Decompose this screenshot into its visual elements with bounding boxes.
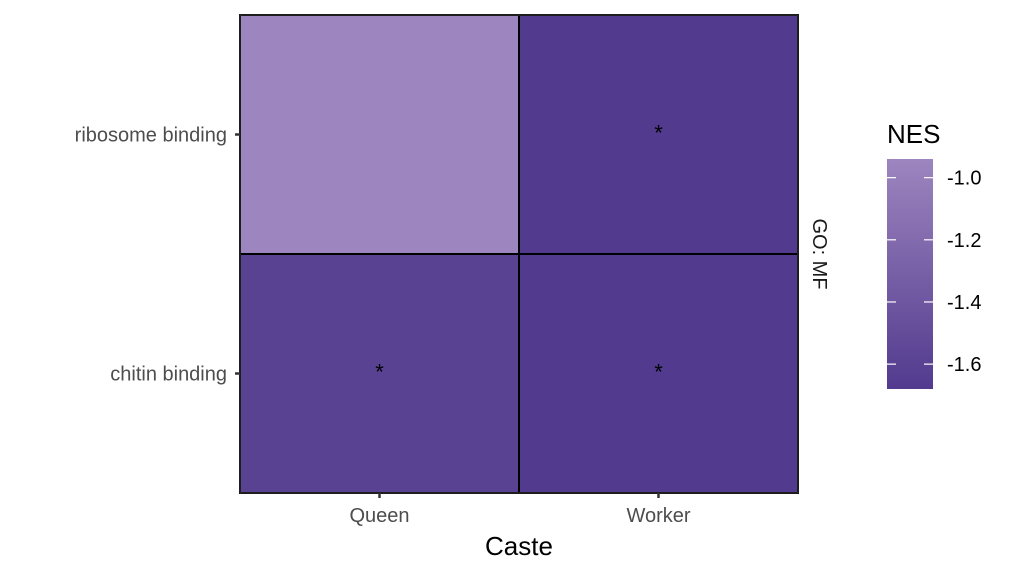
legend-tick-label: -1.6 — [947, 354, 981, 376]
x-tick-label: Queen — [349, 505, 409, 527]
x-axis: Queen Worker — [349, 493, 691, 527]
y-axis: ribosome binding chitin binding — [75, 125, 240, 386]
facet-strip-label: GO: MF — [808, 218, 830, 289]
legend-tick-label: -1.4 — [947, 292, 981, 314]
panel-border — [239, 14, 799, 494]
legend-tick-label: -1.0 — [947, 168, 981, 190]
heatmap-cell — [239, 253, 520, 494]
legend-title: NES — [887, 119, 940, 149]
legend-colorbar — [887, 159, 933, 389]
legend-ticks: -1.0 -1.2 -1.4 -1.6 — [887, 168, 981, 376]
heatmap-cell — [239, 14, 520, 255]
color-legend: NES -1.0 -1.2 -1.4 -1.6 — [887, 119, 981, 389]
significance-mark: * — [654, 360, 663, 385]
y-tick-label: ribosome binding — [75, 125, 227, 147]
legend-tick-label: -1.2 — [947, 230, 981, 252]
heatmap-cell — [518, 253, 799, 494]
heatmap-cell — [518, 14, 799, 255]
x-tick-label: Worker — [626, 505, 690, 527]
heatmap-cells — [239, 14, 799, 494]
significance-labels: * * * — [375, 121, 663, 385]
significance-mark: * — [375, 360, 384, 385]
x-axis-title: Caste — [485, 531, 553, 561]
significance-mark: * — [654, 121, 663, 146]
y-tick-label: chitin binding — [110, 364, 227, 386]
